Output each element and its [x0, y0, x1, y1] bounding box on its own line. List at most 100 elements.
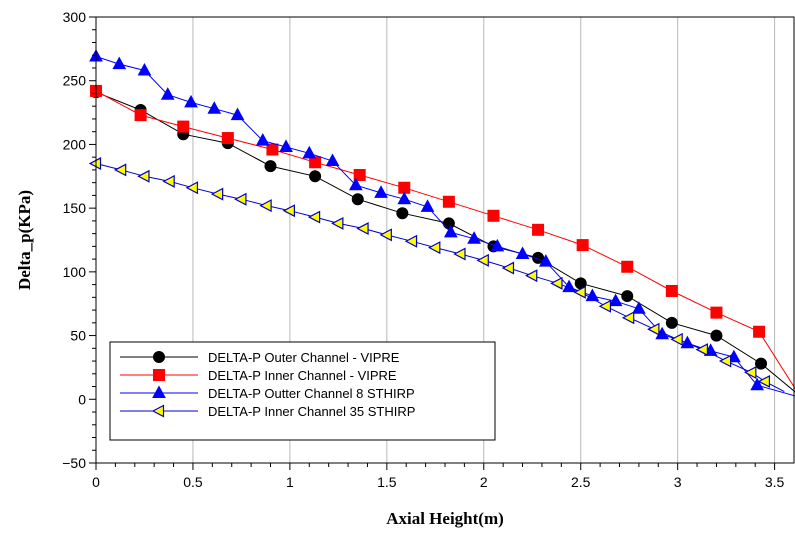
data-point [325, 153, 340, 166]
data-point [398, 181, 411, 194]
data-point [585, 288, 600, 302]
data-point [442, 217, 455, 230]
data-point [177, 120, 190, 133]
data-point [420, 199, 435, 212]
data-point [487, 209, 500, 222]
data-point [710, 306, 723, 319]
data-point [282, 204, 295, 218]
data-point [532, 251, 545, 264]
x-tick-label: 2 [480, 474, 488, 490]
data-point [501, 261, 515, 275]
data-point [309, 170, 322, 183]
data-point [309, 156, 322, 169]
data-point [230, 107, 245, 121]
y-tick-label: −50 [62, 455, 86, 471]
data-point [185, 181, 199, 195]
data-point [266, 143, 279, 156]
data-point [331, 216, 344, 230]
x-tick-label: 0.5 [183, 474, 203, 490]
x-axis-label: Axial Height(m) [386, 509, 504, 528]
data-point [137, 62, 152, 76]
data-point [598, 299, 612, 313]
data-point [348, 177, 363, 191]
data-point [234, 192, 247, 206]
data-point [467, 231, 481, 244]
axis-ticks: 0 0.5 1 1.5 2 2.5 3 3.5 −50 0 50 100 150 200 250 300 [62, 9, 784, 490]
data-point [443, 224, 458, 238]
data-point [621, 260, 634, 273]
legend-box [109, 341, 496, 441]
data-point [608, 293, 623, 307]
data-point [718, 354, 732, 368]
data-point [538, 254, 553, 267]
x-tick-label: 1 [286, 474, 294, 490]
data-point [573, 285, 586, 299]
y-tick-label: 100 [63, 264, 87, 280]
x-tick-label: 2.5 [571, 474, 591, 490]
data-point [710, 329, 723, 342]
data-point [221, 132, 234, 145]
data-point [490, 238, 505, 252]
y-axis-label: Delta_p(KPa) [15, 190, 34, 290]
data-point [621, 311, 635, 325]
data-point [151, 404, 165, 418]
data-point [162, 174, 175, 188]
data-point [88, 157, 102, 171]
data-point [665, 316, 678, 329]
data-point [353, 169, 366, 182]
data-point [112, 56, 127, 70]
y-tick-label: 50 [70, 328, 86, 344]
data-point [621, 290, 634, 303]
data-point [152, 385, 166, 398]
legend-label: DELTA-P Outer Channel - VIPRE [208, 350, 400, 365]
series-1 [90, 84, 795, 390]
data-point [753, 325, 766, 338]
data-point [356, 222, 369, 236]
data-point [755, 357, 768, 370]
legend-label: DELTA-P Inner Channel - VIPRE [208, 368, 397, 383]
data-point [134, 109, 147, 122]
x-tick-label: 1.5 [377, 474, 397, 490]
data-point [210, 187, 224, 201]
data-point [757, 374, 771, 388]
data-point [396, 207, 409, 220]
y-tick-label: 250 [63, 73, 87, 89]
data-point [670, 332, 683, 346]
data-point [113, 163, 127, 177]
data-point [255, 133, 270, 146]
data-point [259, 199, 272, 213]
y-tick-label: 0 [78, 391, 86, 407]
data-point [379, 228, 392, 242]
data-point [532, 223, 545, 236]
data-point [476, 253, 489, 267]
data-point [153, 369, 165, 381]
y-tick-label: 300 [63, 9, 87, 25]
data-point [302, 145, 317, 159]
y-tick-label: 150 [63, 200, 87, 216]
data-point [744, 366, 757, 380]
data-point [665, 284, 678, 297]
data-point [137, 169, 150, 183]
data-point [153, 351, 165, 363]
data-point [160, 87, 175, 100]
x-tick-label: 0 [92, 474, 100, 490]
data-point [442, 195, 455, 208]
data-point [695, 343, 708, 357]
data-point [184, 94, 198, 108]
legend-label: DELTA-P Outter Channel 8 STHIRP [208, 386, 415, 401]
data-point [524, 269, 538, 283]
x-tick-label: 3.5 [765, 474, 785, 490]
data-point [632, 301, 646, 314]
data-point [264, 160, 277, 173]
data-point [374, 185, 388, 198]
data-point [404, 234, 418, 248]
data-point [647, 322, 660, 336]
data-point [307, 210, 321, 224]
data-point [207, 101, 222, 114]
data-point [750, 377, 765, 391]
x-tick-label: 3 [674, 474, 682, 490]
series-3 [88, 157, 785, 393]
data-point [550, 276, 563, 290]
legend: DELTA-P Outer Channel - VIPRE DELTA-P Inn… [109, 341, 496, 441]
